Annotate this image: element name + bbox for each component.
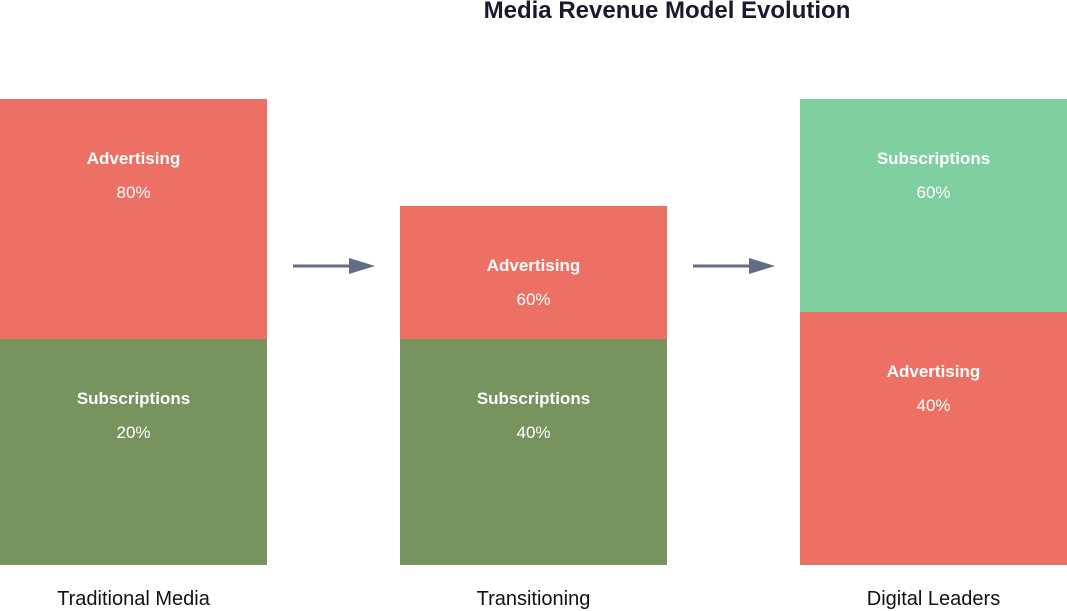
segment-label: Subscriptions (476, 389, 591, 408)
segment-value: 40% (516, 423, 551, 442)
segment-label: Subscriptions (76, 389, 191, 408)
segment-advertising: Advertising 60% (400, 206, 667, 339)
segment-advertising: Advertising 40% (800, 312, 1067, 565)
segment-subscriptions: Subscriptions 60% (800, 99, 1067, 312)
segment-subscriptions: Subscriptions 40% (400, 339, 667, 565)
diagram-title: Media Revenue Model Evolution (483, 0, 851, 24)
segment-value: 60% (516, 290, 551, 309)
segment-label: Advertising (886, 362, 981, 381)
column-caption: Digital Leaders (866, 588, 1001, 610)
segment-label: Advertising (486, 256, 581, 275)
segment-advertising: Advertising 80% (0, 99, 267, 339)
segment-value: 60% (916, 183, 951, 202)
segment-value: 20% (116, 423, 151, 442)
segment-label: Subscriptions (876, 149, 991, 168)
column-caption: Traditional Media (57, 588, 210, 610)
segment-label: Advertising (86, 149, 181, 168)
segment-value: 80% (116, 183, 151, 202)
segment-value: 40% (916, 396, 951, 415)
arrow-right-icon (293, 258, 375, 274)
column-caption: Transitioning (476, 588, 591, 610)
segment-subscriptions: Subscriptions 20% (0, 339, 267, 565)
arrow-right-icon (693, 258, 775, 274)
